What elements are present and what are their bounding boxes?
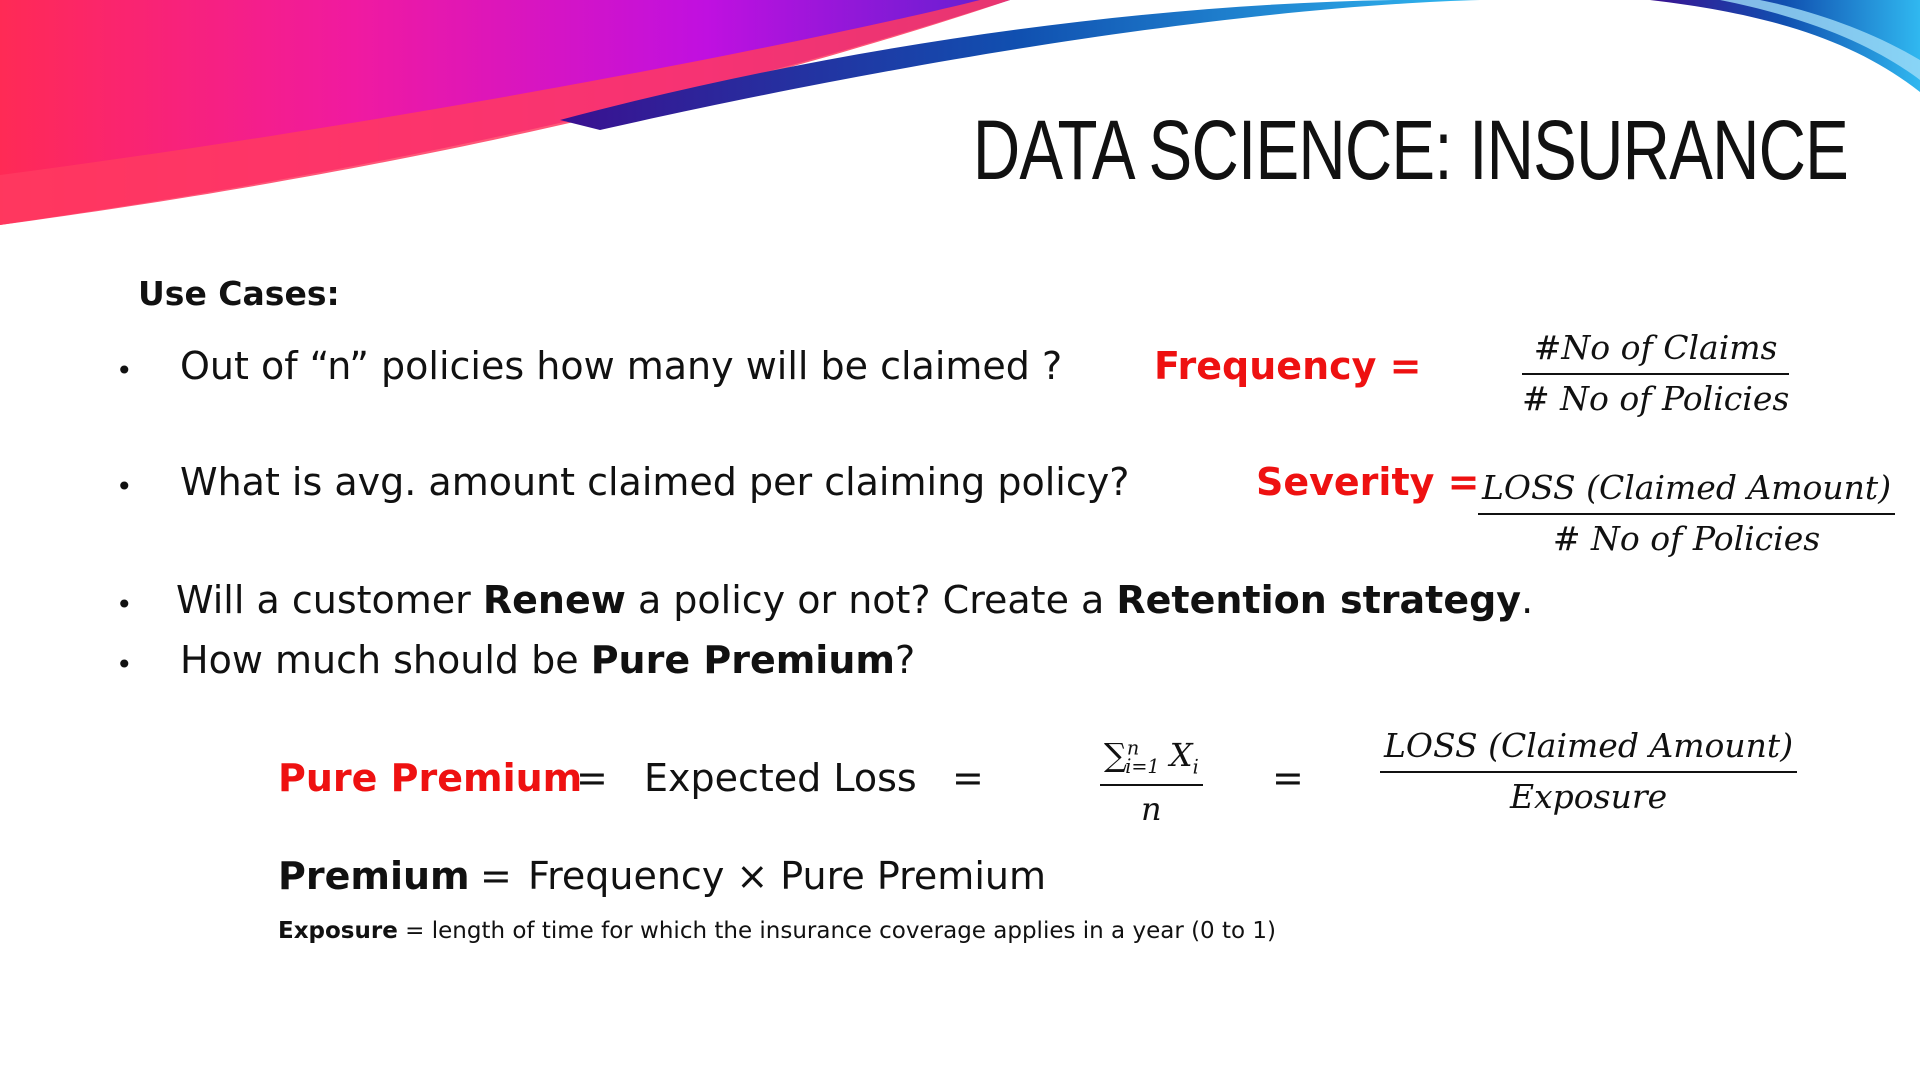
question-severity: What is avg. amount claimed per claiming… bbox=[180, 460, 1130, 504]
sum-fraction: ∑ni=1 Xi n bbox=[1100, 736, 1203, 828]
exposure-definition: = length of time for which the insurance… bbox=[397, 918, 1277, 944]
sum-lower-limit: i=1 bbox=[1125, 755, 1160, 779]
frequency-fraction: #No of Claims # No of Policies bbox=[1522, 328, 1790, 418]
severity-numerator: LOSS (Claimed Amount) bbox=[1478, 468, 1896, 515]
sum-variable: X bbox=[1169, 736, 1193, 774]
expected-loss: Expected Loss bbox=[644, 756, 917, 800]
exposure-denominator: Exposure bbox=[1509, 777, 1668, 816]
sum-upper-limit: n bbox=[1126, 736, 1140, 760]
equals-sign: = bbox=[952, 756, 984, 800]
sum-numerator: ∑ni=1 Xi bbox=[1100, 736, 1203, 787]
pure-premium-question-text: How much should be bbox=[180, 638, 591, 682]
equals-sign: = bbox=[1272, 756, 1304, 800]
renewal-text: Will a customer bbox=[176, 578, 483, 622]
renewal-text: . bbox=[1521, 578, 1534, 622]
severity-fraction: LOSS (Claimed Amount) # No of Policies bbox=[1478, 468, 1896, 558]
slide-title: DATA SCIENCE: INSURANCE bbox=[972, 103, 1849, 197]
retention-term: Retention strategy bbox=[1116, 578, 1522, 622]
decorative-swoosh bbox=[0, 0, 1920, 225]
frequency-denominator: # No of Policies bbox=[1522, 379, 1790, 418]
equals-sign: = bbox=[480, 854, 512, 898]
sum-symbol: ∑ bbox=[1104, 736, 1127, 774]
pure-premium-question-text: ? bbox=[894, 638, 916, 682]
question-pure-premium: How much should be Pure Premium? bbox=[180, 638, 915, 682]
frequency-label: Frequency = bbox=[1154, 344, 1422, 388]
severity-denominator: # No of Policies bbox=[1552, 519, 1821, 558]
bullet-dot: • bbox=[116, 354, 133, 387]
equals-sign: = bbox=[576, 756, 608, 800]
exposure-note: Exposure = length of time for which the … bbox=[278, 918, 1276, 944]
renewal-text: a policy or not? Create a bbox=[625, 578, 1117, 622]
premium-label: Premium bbox=[278, 854, 470, 898]
premium-formula: Frequency × Pure Premium bbox=[528, 854, 1046, 898]
severity-label: Severity = bbox=[1256, 460, 1480, 504]
loss-exposure-fraction: LOSS (Claimed Amount) Exposure bbox=[1380, 726, 1798, 816]
sum-variable-index: i bbox=[1192, 755, 1199, 779]
frequency-numerator: #No of Claims bbox=[1522, 328, 1790, 375]
question-renewal: Will a customer Renew a policy or not? C… bbox=[176, 578, 1533, 622]
pure-premium-term: Pure Premium bbox=[590, 638, 895, 682]
exposure-term: Exposure bbox=[278, 918, 398, 944]
pure-premium-label: Pure Premium bbox=[278, 756, 583, 800]
bullet-dot: • bbox=[116, 648, 133, 681]
use-cases-label: Use Cases: bbox=[138, 274, 340, 313]
renew-term: Renew bbox=[482, 578, 626, 622]
loss-numerator: LOSS (Claimed Amount) bbox=[1380, 726, 1798, 773]
question-frequency: Out of “n” policies how many will be cla… bbox=[180, 344, 1063, 388]
bullet-dot: • bbox=[116, 470, 133, 503]
sum-denominator: n bbox=[1141, 790, 1162, 829]
bullet-dot: • bbox=[116, 588, 133, 621]
